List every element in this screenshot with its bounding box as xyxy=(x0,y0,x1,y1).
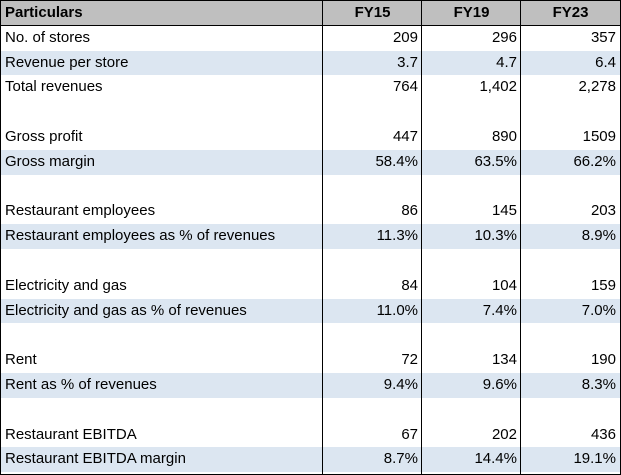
spacer-row xyxy=(1,174,620,200)
header-fy23: FY23 xyxy=(552,4,589,21)
row-label: Restaurant EBITDA xyxy=(5,425,137,443)
fy23-value: 1509 xyxy=(582,128,616,145)
row-label: Electricity and gas as % of revenues xyxy=(5,301,247,319)
fy19-value: 14.4% xyxy=(474,450,517,468)
fy23-value: 190 xyxy=(590,351,616,369)
fy23-value: 8.3% xyxy=(581,376,616,393)
spacer-row xyxy=(1,249,620,274)
fy15-value: 11.0% xyxy=(376,301,418,319)
fy15-value: 58.4% xyxy=(375,152,418,170)
row-label: Electricity and gas xyxy=(5,276,127,294)
fy15-value: 764 xyxy=(392,78,418,96)
fy23-value: 203 xyxy=(590,202,616,220)
table-row: Gross profit 447 890 1509 xyxy=(1,125,620,150)
table-row: Electricity and gas as % of revenues 11.… xyxy=(1,298,620,324)
column-divider xyxy=(421,1,422,474)
fy15-value: 3.7 xyxy=(397,53,418,71)
table-row: Rent 72 134 190 xyxy=(1,348,620,373)
fy15-value: 447 xyxy=(392,128,418,145)
row-label: Restaurant employees xyxy=(5,202,156,220)
header-fy19: FY19 xyxy=(453,4,490,21)
fy15-value: 209 xyxy=(392,28,418,46)
table-row: Restaurant employees as % of revenues 11… xyxy=(1,224,620,249)
table-row: Restaurant EBITDA margin 8.7% 14.4% 19.1… xyxy=(1,447,620,473)
fy19-value: 9.6% xyxy=(482,376,517,393)
row-label: No. of stores xyxy=(5,28,91,46)
spacer-row xyxy=(1,323,620,349)
fy15-value: 86 xyxy=(401,202,418,220)
fy19-value: 1,402 xyxy=(479,78,517,96)
fy23-value: 357 xyxy=(590,28,616,46)
fy19-value: 104 xyxy=(491,276,517,294)
fy19-value: 10.3% xyxy=(474,227,517,245)
fy23-value: 8.9% xyxy=(581,227,616,245)
row-label: Revenue per store xyxy=(5,53,129,71)
row-label: Total revenues xyxy=(5,78,103,96)
fy15-value: 8.7% xyxy=(383,450,418,468)
fy23-value: 436 xyxy=(590,425,616,443)
table-row: Total revenues 764 1,402 2,278 xyxy=(1,75,620,100)
fy15-value: 72 xyxy=(401,351,418,369)
fy23-value: 6.4 xyxy=(595,53,616,71)
table-row: Electricity and gas 84 104 159 xyxy=(1,274,620,299)
fy19-value: 63.5% xyxy=(474,152,517,170)
fy23-value: 7.0% xyxy=(581,301,616,319)
fy15-value: 67 xyxy=(401,425,418,443)
fy19-value: 4.7 xyxy=(496,53,517,71)
spacer-row xyxy=(1,397,620,423)
row-label: Restaurant EBITDA margin xyxy=(5,450,186,468)
row-label: Gross margin xyxy=(5,152,96,170)
column-divider xyxy=(520,1,521,474)
row-label: Restaurant employees as % of revenues xyxy=(5,227,276,245)
fy23-value: 159 xyxy=(590,276,616,294)
fy19-value: 202 xyxy=(491,425,517,443)
row-label: Gross profit xyxy=(5,128,83,145)
fy15-value: 84 xyxy=(401,276,418,294)
spacer-row xyxy=(1,100,620,125)
fy19-value: 145 xyxy=(491,202,517,220)
fy23-value: 66.2% xyxy=(573,152,616,170)
table-row: Rent as % of revenues 9.4% 9.6% 8.3% xyxy=(1,373,620,398)
table-row: Restaurant EBITDA 67 202 436 xyxy=(1,423,620,448)
fy15-value: 11.3% xyxy=(376,227,418,245)
header-fy15: FY15 xyxy=(354,4,391,21)
fy19-value: 296 xyxy=(491,28,517,46)
fy15-value: 9.4% xyxy=(383,376,418,393)
table-row: Revenue per store 3.7 4.7 6.4 xyxy=(1,50,620,76)
row-label: Rent as % of revenues xyxy=(5,376,157,393)
column-divider xyxy=(322,1,323,474)
fy19-value: 134 xyxy=(491,351,517,369)
table-row: Gross margin 58.4% 63.5% 66.2% xyxy=(1,149,620,175)
table-header-row: Particulars FY15 FY19 FY23 xyxy=(1,1,620,26)
fy23-value: 2,278 xyxy=(578,78,616,96)
header-particulars: Particulars xyxy=(5,4,83,21)
fy19-value: 890 xyxy=(491,128,517,145)
row-label: Rent xyxy=(5,351,37,369)
fy19-value: 7.4% xyxy=(482,301,517,319)
table-row: No. of stores 209 296 357 xyxy=(1,26,620,51)
table-row: Restaurant employees 86 145 203 xyxy=(1,199,620,224)
fy23-value: 19.1% xyxy=(573,450,616,468)
